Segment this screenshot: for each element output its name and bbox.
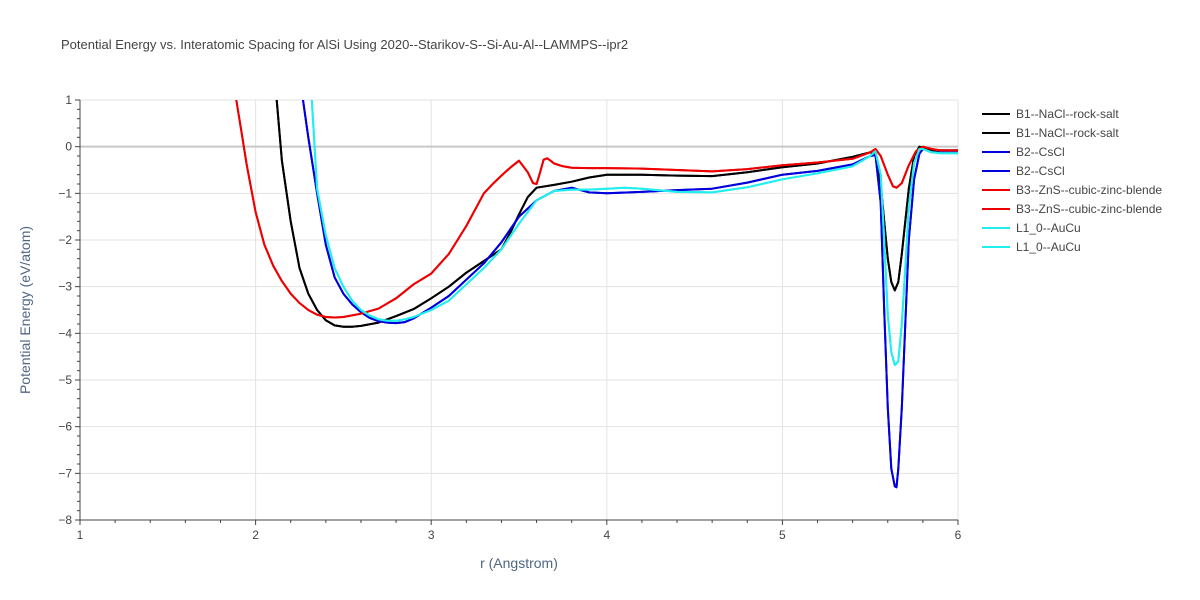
y-tick-label: 0 <box>65 140 72 154</box>
series-line-6[interactable] <box>235 100 958 319</box>
x-tick-label: 1 <box>77 528 84 542</box>
x-tick-label: 4 <box>603 528 610 542</box>
legend-label: B3--ZnS--cubic-zinc-blende <box>1016 202 1162 216</box>
y-tick-label: −8 <box>58 513 72 527</box>
y-tick-label: −1 <box>58 186 72 200</box>
x-tick-label: 5 <box>779 528 786 542</box>
legend[interactable]: B1--NaCl--rock-salt B1--NaCl--rock-salt B2… <box>982 107 1162 254</box>
series-line-7[interactable] <box>310 100 958 367</box>
series-line-2[interactable] <box>275 100 958 328</box>
y-tick-label: −5 <box>58 373 72 387</box>
legend-item[interactable]: B3--ZnS--cubic-zinc-blende <box>982 183 1162 197</box>
legend-label: B3--ZnS--cubic-zinc-blende <box>1016 183 1162 197</box>
y-tick-label: 1 <box>65 93 72 107</box>
legend-item[interactable]: B3--ZnS--cubic-zinc-blende <box>982 202 1162 216</box>
legend-item[interactable]: L1_0--AuCu <box>982 240 1081 254</box>
series-line-1[interactable] <box>275 100 958 328</box>
legend-label: L1_0--AuCu <box>1016 221 1081 235</box>
y-tick-label: −3 <box>58 280 72 294</box>
legend-item[interactable]: B2--CsCl <box>982 145 1065 159</box>
x-axis-title: r (Angstrom) <box>480 555 558 571</box>
y-tick-label: −4 <box>58 326 72 340</box>
legend-item[interactable]: B1--NaCl--rock-salt <box>982 107 1119 121</box>
legend-label: B2--CsCl <box>1016 145 1065 159</box>
series-layer <box>235 100 958 489</box>
x-tick-label: 3 <box>428 528 435 542</box>
series-line-8[interactable] <box>310 100 958 367</box>
legend-label: L1_0--AuCu <box>1016 240 1081 254</box>
legend-item[interactable]: L1_0--AuCu <box>982 221 1081 235</box>
chart-title: Potential Energy vs. Interatomic Spacing… <box>61 37 629 52</box>
series-line-5[interactable] <box>235 100 958 319</box>
x-tick-label: 6 <box>955 528 962 542</box>
grid-layer <box>80 99 959 521</box>
legend-label: B1--NaCl--rock-salt <box>1016 126 1119 140</box>
y-axis-title: Potential Energy (eV/atom) <box>17 226 33 394</box>
y-tick-label: −2 <box>58 233 72 247</box>
y-tick-label: −7 <box>58 466 72 480</box>
x-tick-label: 2 <box>252 528 259 542</box>
legend-label: B2--CsCl <box>1016 164 1065 178</box>
legend-item[interactable]: B2--CsCl <box>982 164 1065 178</box>
y-tick-label: −6 <box>58 420 72 434</box>
axis-layer: 1 2 3 4 5 6 1 0 −1 −2 −3 −4 −5 −6 −7 −8 <box>58 93 961 542</box>
series-line-4[interactable] <box>302 100 958 489</box>
legend-label: B1--NaCl--rock-salt <box>1016 107 1119 121</box>
legend-item[interactable]: B1--NaCl--rock-salt <box>982 126 1119 140</box>
